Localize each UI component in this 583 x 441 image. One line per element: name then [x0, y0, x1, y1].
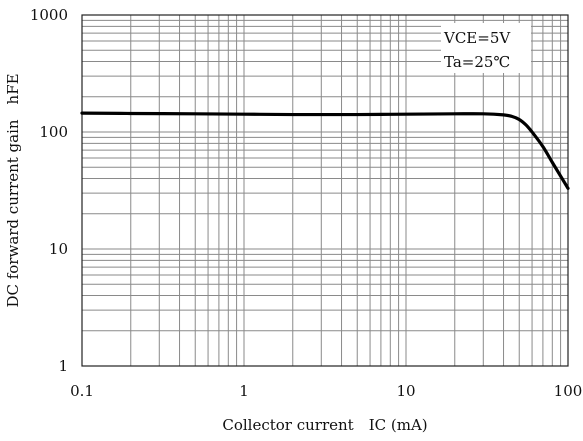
y-tick-label: 10 [49, 240, 68, 258]
y-axis-label: DC forward current gain hFE [4, 73, 22, 307]
annotation-ta: Ta=25℃ [444, 53, 510, 71]
plot-frame [81, 14, 569, 367]
annotation-background [441, 23, 531, 73]
grid-lines [81, 15, 568, 367]
x-tick-label: 1 [239, 382, 249, 400]
series-layer [80, 111, 570, 190]
annotation-vce: VCE=5V [443, 29, 511, 47]
annotation-box: VCE=5V Ta=25℃ [441, 23, 531, 73]
y-tick-label: 1 [58, 357, 68, 375]
y-tick-label: 1000 [30, 6, 68, 24]
x-tick-label: 100 [554, 382, 583, 400]
hfe-curve [80, 111, 570, 190]
x-tick-label: 0.1 [70, 382, 94, 400]
x-axis-label: Collector current IC (mA) [222, 416, 427, 434]
x-tick-label: 10 [396, 382, 415, 400]
y-tick-label: 100 [39, 123, 68, 141]
